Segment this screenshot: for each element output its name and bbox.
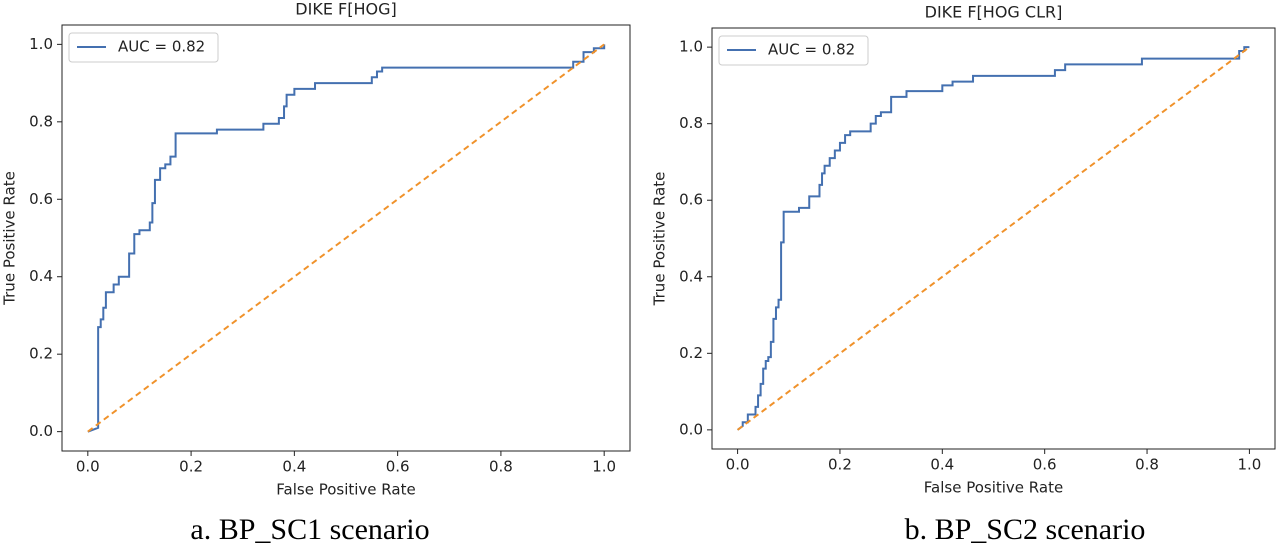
chart-title: DIKE F[HOG]	[295, 0, 396, 19]
x-tick-label: 0.6	[1033, 456, 1057, 474]
x-axis-label: False Positive Rate	[276, 481, 415, 499]
subplot: DIKE F[HOG CLR] 0.0 0.2 0.4 0.6 0.8 1.0 0.0 0.2 0…	[651, 3, 1276, 546]
plot-frame	[61, 24, 631, 452]
caption: b. BP_SC2 scenario	[905, 513, 1146, 546]
x-tick-label: 0.4	[282, 458, 306, 476]
roc-line	[87, 43, 605, 433]
x-tick-label: 0.0	[76, 458, 100, 476]
y-tick-label: 0.6	[679, 191, 703, 209]
x-tick-label: 0.8	[1135, 456, 1159, 474]
x-tick-label: 0.2	[828, 456, 852, 474]
y-tick-label: 0.0	[29, 422, 53, 440]
y-axis-label: True Positive Rate	[651, 172, 669, 307]
x-tick-label: 0.4	[930, 456, 954, 474]
y-tick-label: 0.4	[679, 267, 703, 285]
x-tick-label: 0.8	[489, 458, 513, 476]
roc-line	[87, 44, 606, 433]
x-axis-label: False Positive Rate	[924, 479, 1063, 497]
chart-title: DIKE F[HOG CLR]	[925, 3, 1063, 22]
y-tick-label: 0.0	[679, 420, 703, 438]
y-tick-label: 0.2	[679, 344, 703, 362]
roc-line	[736, 46, 1251, 431]
y-tick-label: 0.4	[29, 267, 53, 285]
roc-line	[736, 46, 1250, 431]
y-tick-label: 0.2	[29, 345, 53, 363]
y-tick-label: 0.8	[29, 112, 53, 130]
x-tick-label: 1.0	[592, 458, 616, 476]
x-tick-label: 1.0	[1237, 456, 1261, 474]
y-tick-label: 1.0	[29, 35, 53, 53]
x-tick-label: 0.0	[726, 456, 750, 474]
plot-frame	[711, 27, 1276, 450]
legend-box	[68, 32, 219, 63]
y-tick-label: 1.0	[679, 38, 703, 56]
legend-label: AUC = 0.82	[118, 38, 205, 56]
legend-box	[718, 35, 869, 66]
x-tick-label: 0.6	[386, 458, 410, 476]
subplot: DIKE F[HOG] 0.0 0.2 0.4 0.6 0.8 1.0 0.0 0.2 0.4 0.…	[1, 0, 631, 546]
caption: a. BP_SC1 scenario	[190, 513, 429, 546]
y-axis-label: True Positive Rate	[1, 171, 19, 306]
x-tick-label: 0.2	[179, 458, 203, 476]
y-tick-label: 0.6	[29, 190, 53, 208]
y-tick-label: 0.8	[679, 114, 703, 132]
legend-label: AUC = 0.82	[768, 41, 855, 59]
